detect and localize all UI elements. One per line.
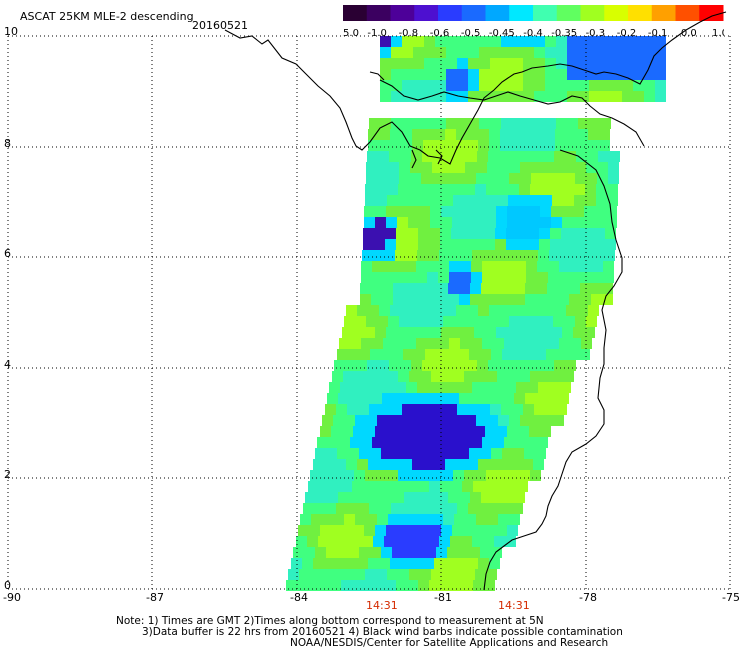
x-tick-label: -78 xyxy=(579,591,597,604)
y-tick-label: 6 xyxy=(4,247,11,260)
colorbar-swatch xyxy=(366,5,391,21)
colorbar-label: -15.0 xyxy=(342,28,359,39)
colorbar-label: -0.5 xyxy=(461,28,481,39)
colorbar-swatch xyxy=(651,5,676,21)
colorbar-swatch xyxy=(509,5,534,21)
colorbar-swatch xyxy=(628,5,653,21)
coastline xyxy=(224,11,727,591)
colorbar-swatch xyxy=(485,5,510,21)
colorbar-label: -0.2 xyxy=(617,28,637,39)
y-tick-label: 4 xyxy=(4,358,11,371)
colorbar-label: -0.3 xyxy=(586,28,606,39)
colorbar-swatch xyxy=(461,5,486,21)
pass-time-label: 14:31 xyxy=(366,599,398,612)
colorbar-label: 1.0 xyxy=(712,28,724,39)
colorbar-label: -0.4 xyxy=(523,28,543,39)
y-tick-label: 2 xyxy=(4,468,11,481)
colorbar-label: -1.0 xyxy=(367,28,387,39)
colorbar-label: -0.8 xyxy=(399,28,419,39)
colorbar-swatch xyxy=(604,5,629,21)
x-tick-label: -75 xyxy=(722,591,740,604)
colorbar: -15.0-1.0-0.8-0.6-0.5-0.45-0.4-0.35-0.3-… xyxy=(342,5,724,39)
colorbar-swatch xyxy=(580,5,605,21)
map-title: ASCAT 25KM MLE-2 descending xyxy=(20,10,194,23)
y-tick-label: 10 xyxy=(4,25,18,38)
colorbar-swatch xyxy=(343,5,368,21)
colorbar-label: -0.6 xyxy=(430,28,450,39)
map-date: 20160521 xyxy=(192,19,248,32)
x-tick-label: -84 xyxy=(290,591,308,604)
y-tick-label: 0 xyxy=(4,579,11,592)
colorbar-swatch xyxy=(438,5,463,21)
footnote-line-2: 3)Data buffer is 22 hrs from 20160521 4)… xyxy=(142,626,623,638)
colorbar-swatch xyxy=(675,5,700,21)
colorbar-label: -0.1 xyxy=(648,28,668,39)
pass-time-label: 14:31 xyxy=(498,599,530,612)
colorbar-label: -0.35 xyxy=(551,28,577,39)
colorbar-swatch xyxy=(699,5,724,21)
x-tick-label: -87 xyxy=(146,591,164,604)
colorbar-swatch xyxy=(414,5,439,21)
colorbar-swatch xyxy=(556,5,581,21)
x-tick-label: -90 xyxy=(3,591,21,604)
footnote-line-3: NOAA/NESDIS/Center for Satellite Applica… xyxy=(290,637,609,649)
colorbar-label: 0.0 xyxy=(681,28,697,39)
colorbar-swatch xyxy=(390,5,415,21)
footnote-line-1: Note: 1) Times are GMT 2)Times along bot… xyxy=(116,615,544,627)
colorbar-swatch xyxy=(533,5,558,21)
colorbar-label: -0.45 xyxy=(489,28,515,39)
y-tick-label: 8 xyxy=(4,137,11,150)
x-tick-label: -81 xyxy=(434,591,452,604)
